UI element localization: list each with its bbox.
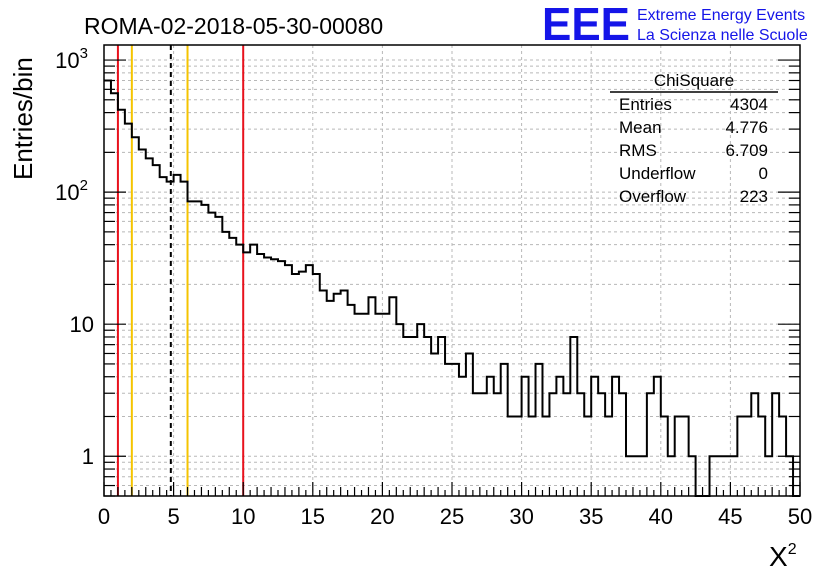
stats-box: ChiSquare Entries 4304 Mean 4.776 RMS 6.709 Un… bbox=[610, 71, 778, 206]
x-tick-label: 25 bbox=[440, 504, 464, 529]
stats-label: Mean bbox=[619, 118, 662, 137]
x-axis-title-sup: 2 bbox=[788, 541, 797, 558]
x-tick-label: 0 bbox=[98, 504, 110, 529]
y-tick-label: 103 bbox=[55, 45, 88, 73]
x-tick-label: 10 bbox=[231, 504, 255, 529]
x-tick-label: 30 bbox=[509, 504, 533, 529]
x-tick-label: 35 bbox=[579, 504, 603, 529]
x-tick-label: 20 bbox=[370, 504, 394, 529]
stats-value: 223 bbox=[740, 187, 768, 206]
x-axis-title-main: X bbox=[769, 541, 788, 572]
stats-title: ChiSquare bbox=[654, 71, 734, 90]
reference-lines bbox=[116, 45, 245, 496]
y-axis-title: Entries/bin bbox=[8, 57, 38, 180]
stats-value: 6.709 bbox=[725, 141, 768, 160]
x-tick-label: 5 bbox=[167, 504, 179, 529]
stats-label: Overflow bbox=[619, 187, 687, 206]
stats-value: 0 bbox=[759, 164, 768, 183]
x-tick-label: 45 bbox=[718, 504, 742, 529]
logo-tagline-2: La Scienza nelle Scuole bbox=[637, 27, 808, 44]
x-tick-label: 15 bbox=[301, 504, 325, 529]
run-title: ROMA-02-2018-05-30-00080 bbox=[84, 13, 383, 39]
histogram-line bbox=[104, 79, 800, 497]
stats-label: Underflow bbox=[619, 164, 696, 183]
stats-label: RMS bbox=[619, 141, 657, 160]
y-tick-label: 1 bbox=[82, 444, 94, 469]
x-axis-title: X2 bbox=[769, 541, 797, 572]
axis-ticks bbox=[103, 59, 801, 497]
logo-tagline-1: Extreme Energy Events bbox=[637, 7, 805, 24]
x-tick-label: 40 bbox=[649, 504, 673, 529]
stats-value: 4.776 bbox=[725, 118, 768, 137]
stats-value: 4304 bbox=[730, 95, 768, 114]
grid bbox=[104, 45, 800, 497]
x-tick-label: 50 bbox=[788, 504, 812, 529]
eee-logo: EEE bbox=[542, 0, 630, 50]
x-tick-labels: 0 5 10 15 20 25 30 35 40 45 50 bbox=[98, 504, 812, 529]
y-tick-labels: 1 10 102 103 bbox=[55, 45, 94, 469]
y-tick-label: 102 bbox=[55, 177, 88, 205]
y-tick-label: 10 bbox=[70, 312, 94, 337]
stats-label: Entries bbox=[619, 95, 672, 114]
